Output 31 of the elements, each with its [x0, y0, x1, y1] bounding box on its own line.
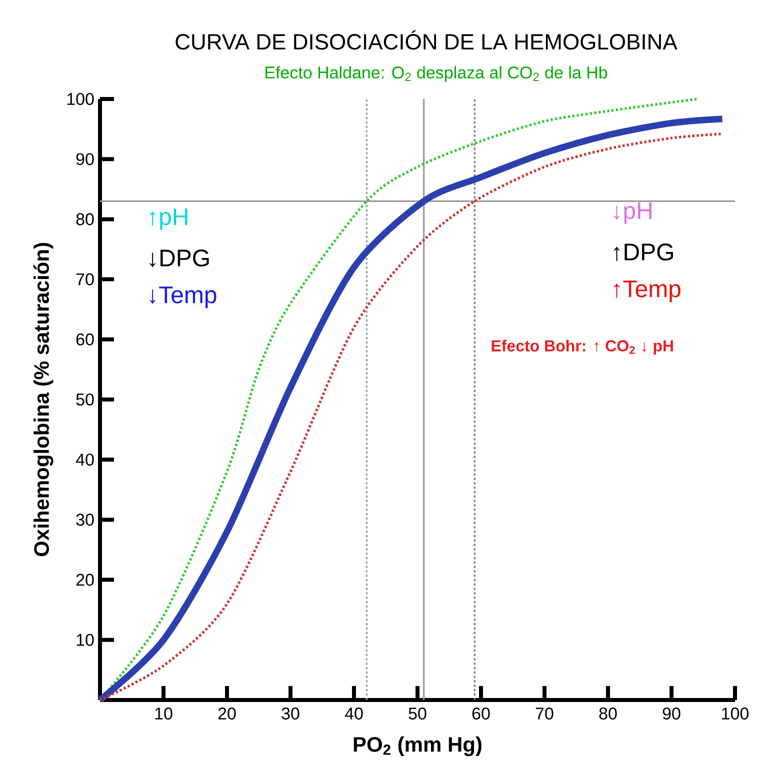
annotation: ↓DPG: [150, 250, 209, 267]
y-tick-label: 70: [76, 273, 94, 286]
annotation: ↑pH: [150, 208, 188, 230]
x-tick-label: 90: [662, 708, 680, 720]
x-tick-label: 30: [282, 708, 300, 720]
y-tick-label: 20: [76, 574, 94, 586]
x-tick-label: 20: [218, 708, 236, 720]
annotation: Efecto Bohr: ↑ CO$_{2}$ ↓ pH: [492, 340, 673, 355]
chart-title: CURVA DE DISOCIACIÓN DE LA HEMOGLOBINA: [176, 30, 678, 50]
x-tick-label: 60: [472, 708, 490, 720]
annotation: ↓Temp: [150, 286, 216, 308]
x-tick-label: 50: [408, 708, 426, 720]
annotation: ↑DPG: [614, 244, 673, 261]
y-tick-label: 80: [76, 213, 94, 226]
y-tick-label: 90: [76, 153, 94, 166]
x-tick-label: 10: [155, 708, 172, 720]
chart-subtitle: Efecto Haldane: O$_{2}$ desplaza al CO$_{2}$ de la Hb: [266, 66, 608, 82]
y-tick-label: 10: [76, 634, 94, 646]
x-tick-label: 100: [722, 708, 749, 720]
y-tick-label: 40: [76, 454, 94, 466]
annotation: ↑Temp: [614, 280, 680, 302]
x-axis-title: PO$_{2}$ (mm Hg): [354, 736, 482, 756]
x-tick-label: 80: [599, 708, 617, 720]
y-axis-title: Oxihemoglobina (% saturación): [33, 243, 54, 556]
y-tick-label: 60: [76, 333, 94, 346]
x-tick-label: 70: [536, 708, 554, 720]
y-tick-label: 100: [67, 92, 94, 106]
y-tick-label: 30: [76, 514, 94, 526]
y-tick-label: 50: [76, 393, 94, 406]
annotation: ↓pH: [614, 202, 652, 224]
x-tick-label: 40: [344, 708, 363, 720]
